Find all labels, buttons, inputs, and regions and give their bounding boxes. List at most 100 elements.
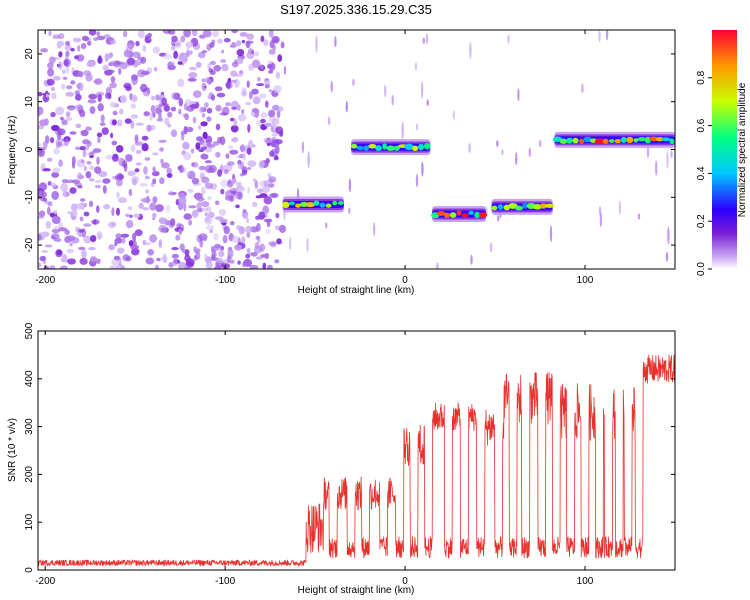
noise-speckle xyxy=(69,242,73,247)
noise-speckle xyxy=(69,131,77,135)
noise-speckle xyxy=(262,262,267,269)
noise-speckle xyxy=(78,246,85,250)
noise-speckle xyxy=(46,78,55,86)
noise-streak xyxy=(283,65,287,75)
track-core xyxy=(363,145,369,151)
noise-speckle xyxy=(149,202,157,211)
noise-speckle xyxy=(187,77,197,82)
noise-speckle xyxy=(217,136,222,144)
noise-speckle xyxy=(96,156,100,165)
noise-speckle xyxy=(204,102,209,108)
track-core xyxy=(386,145,396,151)
noise-speckle xyxy=(242,208,247,214)
noise-speckle xyxy=(89,165,95,170)
noise-speckle xyxy=(79,216,84,222)
x-tick-label: 100 xyxy=(577,275,594,286)
noise-speckle xyxy=(180,35,186,43)
noise-speckle xyxy=(171,92,179,100)
noise-streak xyxy=(637,213,641,220)
noise-speckle xyxy=(218,208,227,216)
noise-speckle xyxy=(141,70,150,76)
noise-speckle xyxy=(96,132,103,138)
noise-speckle xyxy=(209,70,216,75)
noise-speckle xyxy=(195,142,201,151)
noise-speckle xyxy=(268,241,277,246)
noise-speckle xyxy=(118,197,127,204)
noise-speckle xyxy=(98,171,108,178)
noise-speckle xyxy=(204,164,214,174)
noise-speckle xyxy=(206,142,212,148)
noise-speckle xyxy=(149,112,153,121)
noise-speckle xyxy=(229,259,235,264)
noise-speckle xyxy=(99,122,106,126)
noise-speckle xyxy=(154,264,160,269)
noise-speckle xyxy=(138,202,144,209)
noise-speckle xyxy=(188,205,197,209)
track-core xyxy=(479,212,488,218)
track-core xyxy=(497,204,504,210)
noise-speckle xyxy=(215,151,221,158)
noise-speckle xyxy=(152,196,158,204)
noise-speckle xyxy=(211,250,217,258)
noise-speckle xyxy=(42,141,48,149)
noise-speckle xyxy=(38,91,43,97)
noise-speckle xyxy=(246,248,251,253)
noise-speckle xyxy=(264,252,270,260)
noise-speckle xyxy=(143,242,152,246)
noise-speckle xyxy=(268,49,276,55)
noise-streak xyxy=(307,151,310,169)
noise-speckle xyxy=(260,118,266,124)
noise-speckle xyxy=(135,40,140,47)
track-core xyxy=(436,211,446,216)
track-core xyxy=(579,138,585,144)
noise-streak xyxy=(515,152,518,166)
noise-streak xyxy=(345,101,348,113)
noise-streak xyxy=(384,84,387,98)
noise-speckle xyxy=(44,244,53,248)
noise-speckle xyxy=(237,114,247,122)
noise-speckle xyxy=(239,173,244,177)
noise-speckle xyxy=(245,40,251,49)
track-core xyxy=(522,202,528,209)
noise-speckle xyxy=(232,136,239,143)
noise-speckle xyxy=(179,243,185,251)
track-core xyxy=(313,200,320,206)
noise-speckle xyxy=(276,238,282,245)
noise-speckle xyxy=(130,94,138,103)
noise-speckle xyxy=(92,148,102,153)
track-core xyxy=(337,201,344,205)
noise-speckle xyxy=(170,129,178,138)
noise-speckle xyxy=(74,182,83,187)
noise-speckle xyxy=(108,62,114,67)
noise-speckle xyxy=(89,106,96,115)
noise-speckle xyxy=(214,86,223,92)
noise-speckle xyxy=(250,252,258,257)
noise-speckle xyxy=(227,248,234,258)
noise-speckle xyxy=(126,44,134,49)
noise-streak xyxy=(348,178,352,193)
noise-speckle xyxy=(276,106,284,112)
noise-speckle xyxy=(88,30,97,36)
noise-speckle xyxy=(86,161,92,165)
noise-speckle xyxy=(252,201,258,208)
noise-speckle xyxy=(259,64,264,70)
noise-speckle xyxy=(271,123,276,127)
track-core xyxy=(449,212,457,218)
snr-ticks: -200 -100 0 100 0 100 200 300 400 500 xyxy=(24,322,675,587)
noise-speckle xyxy=(41,250,49,253)
noise-speckle xyxy=(52,167,61,174)
noise-speckle xyxy=(263,180,269,188)
noise-speckle xyxy=(268,70,274,74)
noise-speckle xyxy=(87,40,92,46)
noise-speckle xyxy=(230,221,235,226)
noise-speckle xyxy=(147,32,152,38)
noise-speckle xyxy=(149,234,158,243)
noise-speckle xyxy=(44,265,49,269)
noise-speckle xyxy=(251,144,256,148)
noise-speckle xyxy=(38,146,43,155)
noise-speckle xyxy=(268,176,277,183)
noise-speckle xyxy=(83,235,92,244)
noise-speckle xyxy=(264,122,272,127)
track-core xyxy=(368,144,377,149)
noise-speckle xyxy=(166,167,172,175)
